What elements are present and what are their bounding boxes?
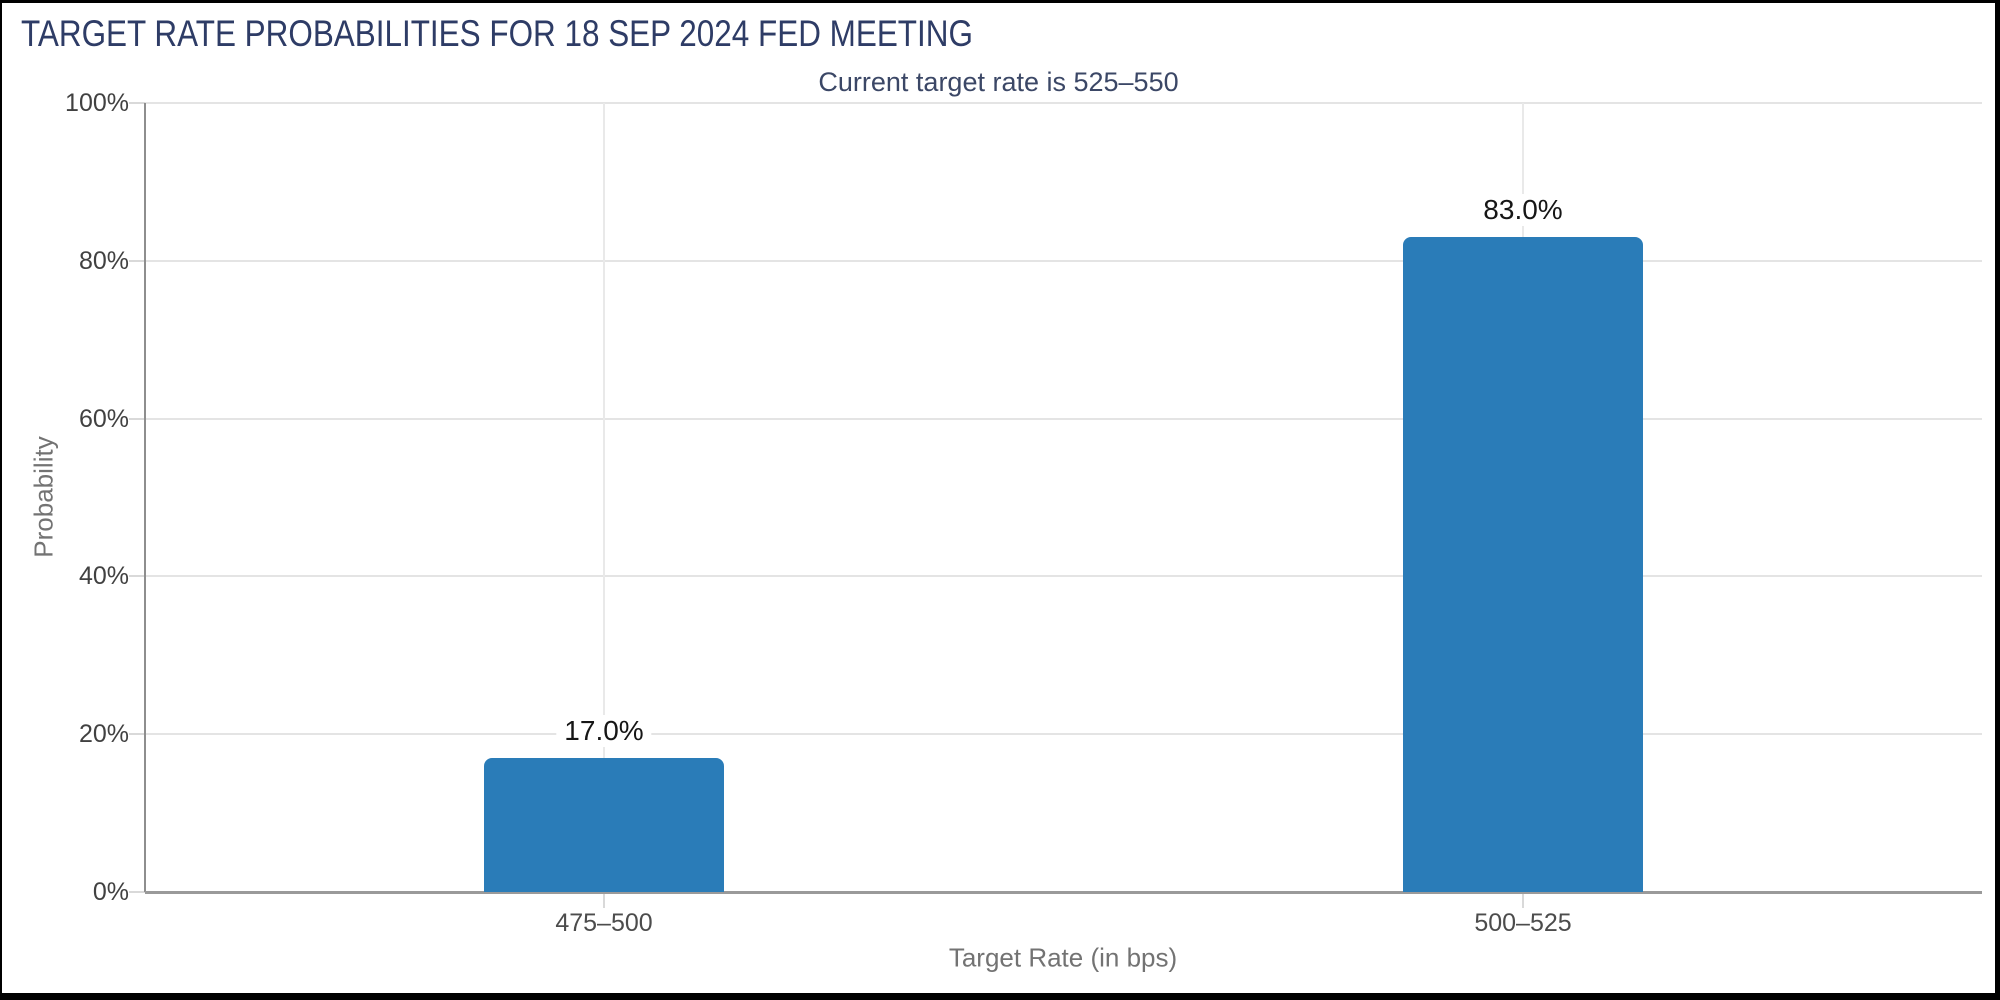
bar-500-525[interactable] — [1403, 237, 1643, 892]
x-axis-line — [145, 891, 1982, 894]
x-axis-title: Target Rate (in bps) — [948, 942, 1178, 973]
y-gridline — [145, 260, 1982, 262]
y-tick-label: 60% — [78, 405, 129, 433]
bar-475-500[interactable] — [484, 758, 724, 892]
y-axis-tick — [129, 575, 145, 577]
y-axis-tick — [129, 418, 145, 420]
x-gridline — [603, 103, 605, 892]
y-tick-label: 20% — [78, 720, 129, 748]
y-axis-tick — [129, 891, 145, 893]
bar-value-label: 17.0% — [556, 715, 652, 747]
y-gridline — [145, 102, 1982, 104]
bar-value-label: 83.0% — [1475, 194, 1571, 226]
y-tick-label: 0% — [92, 878, 129, 906]
x-tick-label: 500–525 — [1474, 909, 1572, 937]
y-tick-label: 100% — [65, 89, 129, 117]
y-axis-tick — [129, 260, 145, 262]
x-axis-tick — [603, 894, 605, 908]
y-axis-tick — [129, 102, 145, 104]
y-tick-label: 80% — [78, 247, 129, 275]
y-gridline — [145, 733, 1982, 735]
probability-bar-chart: 0% 20% 40% 60% 80% 100% 475–500 500–525 17.0% 83.… — [2, 3, 1995, 993]
page-title: TARGET RATE PROBABILITIES FOR 18 SEP 202… — [21, 13, 973, 54]
chart-subtitle: Current target rate is 525–550 — [818, 67, 1179, 97]
y-gridline — [145, 418, 1982, 420]
x-tick-label: 475–500 — [555, 909, 653, 937]
y-axis-title: Probability — [28, 436, 59, 558]
y-gridline — [145, 575, 1982, 577]
y-tick-label: 40% — [78, 562, 129, 590]
x-axis-tick — [1522, 894, 1524, 908]
y-axis-line — [144, 103, 146, 892]
y-axis-tick — [129, 733, 145, 735]
